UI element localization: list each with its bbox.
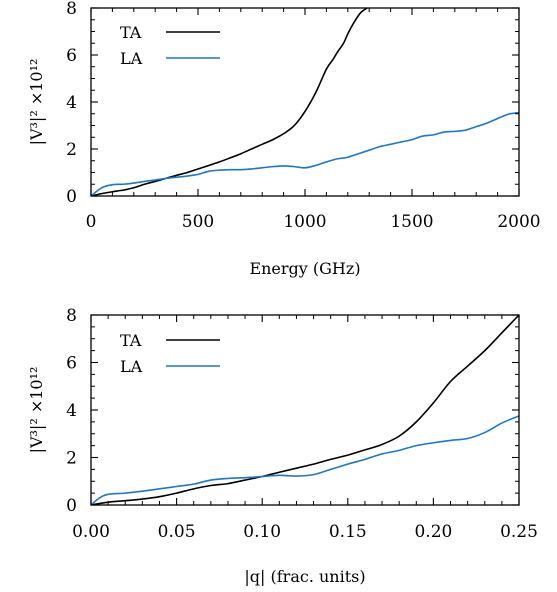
legend-label-la: LA	[120, 49, 143, 68]
x-axis-title: Energy (GHz)	[249, 259, 360, 278]
x-tick-label: 0.15	[329, 522, 367, 542]
x-tick-label: 0.10	[243, 522, 281, 542]
plot-frame	[90, 314, 520, 506]
x-tick-label: 0.05	[158, 522, 196, 542]
legend: TA LA	[120, 331, 220, 376]
series-line-la	[91, 415, 519, 505]
y-axis-title: |V³|² ×10¹²	[27, 367, 46, 454]
x-tick-label: 1500	[390, 212, 433, 232]
x-tick-label: 500	[182, 212, 214, 232]
y-tick-label: 6	[66, 46, 77, 66]
y-tick-label: 8	[66, 0, 77, 19]
y-tick-label: 8	[66, 306, 77, 326]
series-line-ta	[91, 8, 368, 196]
chart-panel-2: 0.00 0.05 0.10 0.15 0.20 0.25 0 2 4 6 8 |q| (frac. …	[27, 306, 538, 586]
y-axis-title: |V³|² ×10¹²	[27, 59, 46, 146]
x-tick-label: 0.20	[414, 522, 452, 542]
x-tick-label: 2000	[497, 212, 540, 232]
y-tick-label: 4	[66, 401, 77, 421]
x-tick-label: 1000	[283, 212, 326, 232]
y-tick-label: 2	[66, 449, 77, 469]
y-tick-label: 0	[66, 187, 77, 207]
chart-panel-1: 0 500 1000 1500 2000 0 2 4 6 8 Energy (GHz) |V³|² ×…	[27, 0, 541, 278]
legend: TA LA	[120, 23, 220, 68]
legend-label-la: LA	[120, 357, 143, 376]
x-tick-label: 0.25	[500, 522, 538, 542]
y-tick-label: 4	[66, 93, 77, 113]
x-tick-label: 0.00	[72, 522, 110, 542]
y-tick-label: 6	[66, 354, 77, 374]
y-tick-label: 0	[66, 496, 77, 516]
series-line-ta	[91, 315, 519, 505]
x-axis-title: |q| (frac. units)	[244, 567, 365, 586]
x-tick-label: 0	[86, 212, 97, 232]
y-tick-label: 2	[66, 140, 77, 160]
series-line-la	[91, 111, 519, 196]
legend-label-ta: TA	[120, 331, 142, 350]
legend-label-ta: TA	[120, 23, 142, 42]
